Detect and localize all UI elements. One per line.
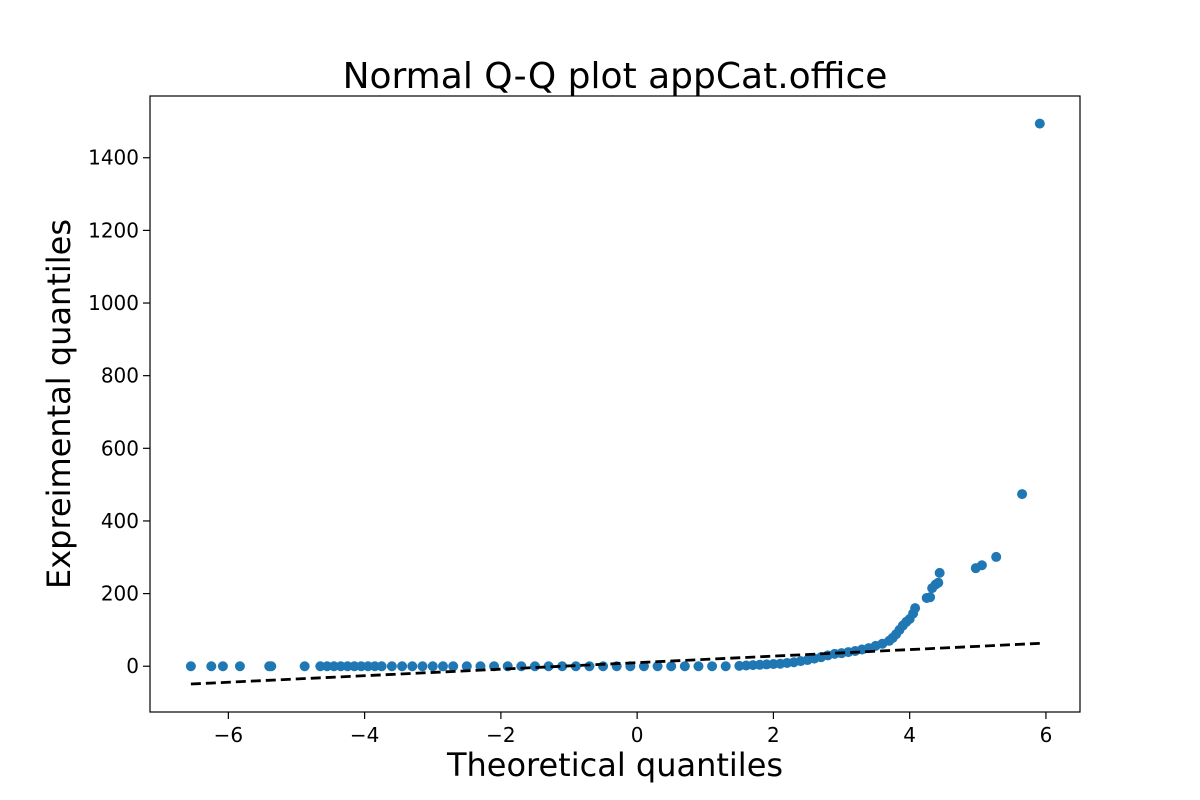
x-tick-label: 4	[903, 723, 916, 747]
data-point-2	[217, 661, 228, 672]
data-point-21	[427, 661, 438, 672]
data-point-31	[557, 661, 568, 672]
data-points	[185, 118, 1045, 672]
y-tick-label: 400	[101, 509, 139, 533]
data-point-79	[933, 577, 944, 588]
y-axis-label: Expreimental quantiles	[40, 219, 78, 589]
x-axis-ticks: −6 −4 −2 0 2 4 6	[214, 712, 1053, 747]
data-point-28	[516, 661, 527, 672]
x-tick-label: −4	[350, 723, 379, 747]
reference-line	[190, 641, 1040, 686]
data-point-32	[570, 661, 581, 672]
y-tick-label: 200	[101, 582, 139, 606]
data-point-39	[666, 661, 677, 672]
data-point-43	[720, 661, 731, 672]
data-point-6	[299, 661, 310, 672]
data-point-1	[206, 661, 217, 672]
data-point-17	[386, 661, 397, 672]
y-tick-label: 0	[126, 654, 139, 678]
data-point-82	[976, 560, 987, 571]
y-axis-ticks: 0 200 400 600 800 1000 1200 1400	[88, 146, 150, 678]
data-point-74	[910, 603, 921, 614]
plot-frame	[149, 95, 1081, 713]
x-tick-label: 6	[1040, 723, 1053, 747]
x-tick-label: 2	[767, 723, 780, 747]
data-point-80	[934, 567, 945, 578]
y-tick-label: 600	[101, 436, 139, 460]
x-axis-label: Theoretical quantiles	[446, 746, 783, 784]
x-tick-label: −6	[214, 723, 243, 747]
y-tick-label: 1200	[88, 218, 139, 242]
data-point-19	[407, 661, 418, 672]
data-point-0	[185, 661, 196, 672]
x-tick-label: 0	[631, 723, 644, 747]
data-point-34	[598, 661, 609, 672]
data-point-40	[679, 661, 690, 672]
data-point-23	[448, 661, 459, 672]
data-point-24	[461, 661, 472, 672]
data-point-18	[397, 661, 408, 672]
x-tick-label: −2	[486, 723, 515, 747]
data-point-84	[1017, 489, 1028, 500]
data-point-3	[234, 661, 245, 672]
data-point-76	[925, 592, 936, 603]
data-point-30	[543, 661, 554, 672]
data-point-83	[991, 551, 1002, 562]
data-point-20	[417, 661, 428, 672]
data-point-22	[437, 661, 448, 672]
data-point-38	[652, 661, 663, 672]
data-point-16	[376, 661, 387, 672]
y-tick-label: 1000	[88, 291, 139, 315]
data-point-85	[1034, 118, 1045, 129]
y-tick-label: 1400	[88, 146, 139, 170]
chart-title: Normal Q-Q plot appCat.office	[343, 56, 888, 97]
data-point-41	[693, 661, 704, 672]
data-point-42	[707, 661, 718, 672]
data-point-5	[266, 661, 277, 672]
y-tick-label: 800	[101, 364, 139, 388]
